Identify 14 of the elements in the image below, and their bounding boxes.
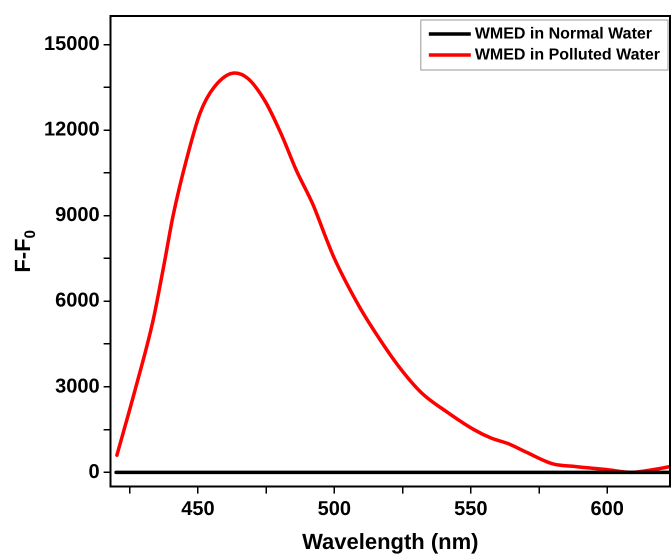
legend-label: WMED in Polluted Water xyxy=(474,46,660,64)
y-tick-label: 3000 xyxy=(55,375,100,398)
x-tick-label: 450 xyxy=(181,498,215,520)
x-tick-label: 550 xyxy=(454,498,488,520)
y-tick-label: 9000 xyxy=(55,204,100,226)
legend-label: WMED in Normal Water xyxy=(474,25,652,42)
x-tick-label: 500 xyxy=(318,498,352,520)
y-tick-label: 6000 xyxy=(55,290,100,312)
y-tick-label: 0 xyxy=(88,460,100,483)
y-tick-label: 15000 xyxy=(44,33,100,56)
y-axis-title: F-F0 xyxy=(10,230,39,273)
x-tick-label: 600 xyxy=(590,498,624,520)
x-axis-title: Wavelength (nm) xyxy=(302,528,479,554)
y-tick-label: 12000 xyxy=(44,118,100,141)
